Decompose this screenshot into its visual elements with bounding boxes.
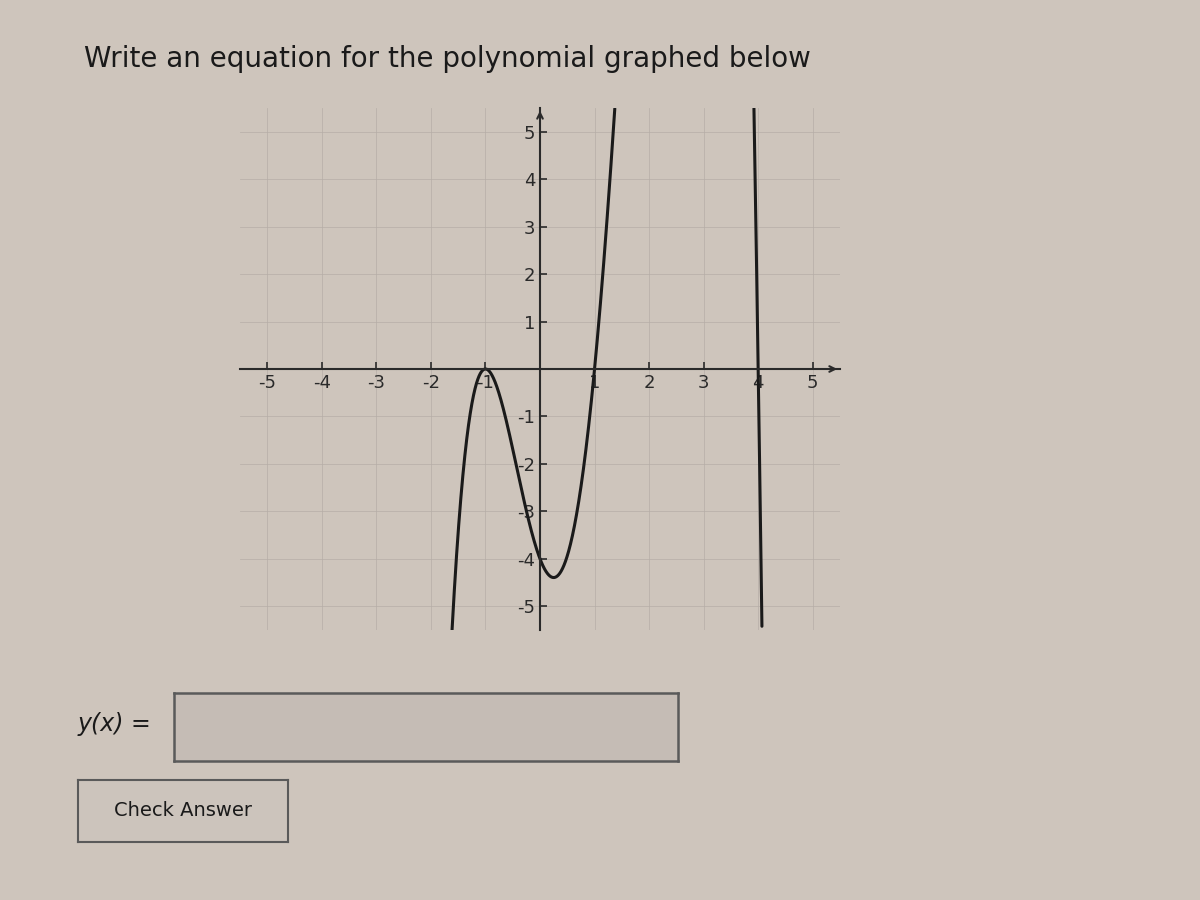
- Text: y(x) =: y(x) =: [78, 713, 151, 736]
- Text: Write an equation for the polynomial graphed below: Write an equation for the polynomial gra…: [84, 45, 811, 73]
- Text: Check Answer: Check Answer: [114, 801, 252, 821]
